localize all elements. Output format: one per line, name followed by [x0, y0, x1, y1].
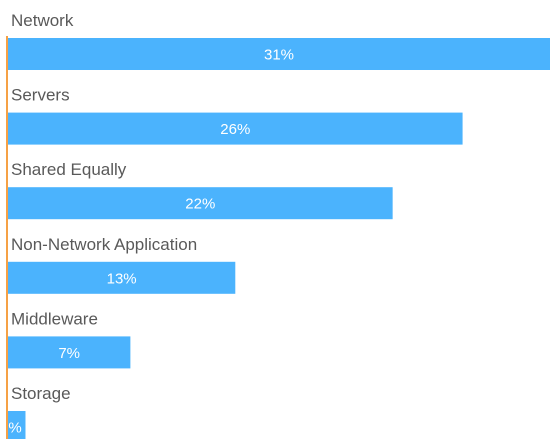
- value-label: 26%: [220, 121, 250, 138]
- bar: [8, 38, 550, 70]
- value-label: 31%: [264, 47, 294, 64]
- category-label: Network: [11, 11, 74, 30]
- bar: [8, 261, 236, 294]
- category-label: Servers: [11, 86, 70, 105]
- value-label: 13%: [107, 270, 137, 287]
- category-label: Non-Network Application: [11, 235, 197, 254]
- bar: [8, 187, 393, 220]
- category-label: Middleware: [11, 309, 98, 328]
- value-label: 7%: [58, 345, 80, 362]
- value-label: 1%: [0, 420, 22, 437]
- bar: [8, 112, 463, 145]
- bar: [8, 411, 26, 439]
- value-label: 22%: [185, 196, 215, 213]
- category-label: Storage: [11, 384, 71, 403]
- labels-layer: Network 31% Servers 26% Shared Equally 22% Non…: [0, 11, 294, 437]
- category-label: Shared Equally: [11, 160, 127, 179]
- bar: [8, 336, 131, 369]
- bars-layer: [8, 38, 550, 439]
